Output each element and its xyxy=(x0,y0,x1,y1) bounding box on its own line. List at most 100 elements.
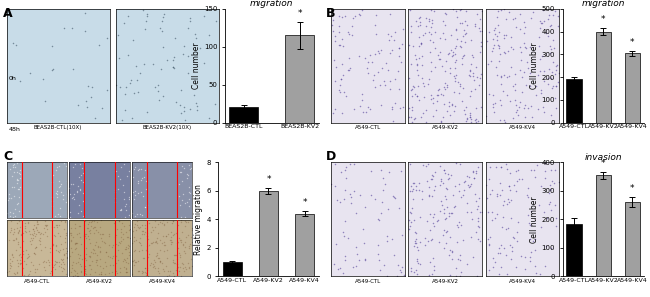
Point xyxy=(406,265,417,270)
Point xyxy=(382,234,393,238)
Point xyxy=(113,33,124,38)
Point xyxy=(343,31,354,36)
Point xyxy=(472,207,482,212)
Point xyxy=(424,184,435,189)
Point xyxy=(29,251,39,256)
Point xyxy=(118,223,129,228)
Point xyxy=(176,274,186,278)
Point xyxy=(416,42,426,46)
Point xyxy=(439,246,450,250)
Point xyxy=(120,270,131,275)
Point xyxy=(62,255,72,259)
Point xyxy=(6,174,17,178)
Point xyxy=(475,16,486,21)
Point xyxy=(494,271,504,276)
Point xyxy=(502,167,513,172)
Point xyxy=(432,99,443,104)
Point xyxy=(410,229,420,234)
Point xyxy=(468,55,478,60)
Point xyxy=(520,24,530,29)
Point xyxy=(89,225,99,230)
Point xyxy=(84,240,95,245)
Point xyxy=(461,31,471,35)
Point xyxy=(177,230,188,234)
Point xyxy=(135,225,145,230)
Point xyxy=(115,85,125,90)
Point xyxy=(411,188,421,192)
Point xyxy=(545,245,556,250)
Point xyxy=(513,113,523,117)
Point xyxy=(137,212,148,217)
Point xyxy=(84,262,95,267)
Point xyxy=(14,78,25,83)
Point xyxy=(131,228,142,233)
Point xyxy=(491,165,501,169)
Point xyxy=(7,259,18,264)
Point xyxy=(124,244,135,249)
Point xyxy=(430,46,440,51)
Point xyxy=(91,239,101,244)
Point xyxy=(53,249,63,254)
Point xyxy=(359,241,370,246)
Point xyxy=(551,68,562,72)
Point xyxy=(536,21,547,26)
Point xyxy=(130,247,140,252)
Point xyxy=(116,164,127,169)
Point xyxy=(448,7,458,11)
Point xyxy=(458,237,468,242)
Point xyxy=(28,226,38,231)
Point xyxy=(510,72,520,77)
Point xyxy=(461,105,471,110)
Point xyxy=(414,35,424,40)
Point xyxy=(450,160,461,165)
Point xyxy=(83,222,94,226)
Point xyxy=(446,173,456,178)
Point xyxy=(437,203,447,208)
Point xyxy=(187,240,197,244)
Point xyxy=(440,36,450,41)
Point xyxy=(176,170,187,175)
Point xyxy=(172,239,183,244)
Point xyxy=(159,240,169,244)
Point xyxy=(137,228,148,233)
Point xyxy=(185,242,195,247)
Point xyxy=(172,257,182,261)
Point xyxy=(109,221,120,225)
Point xyxy=(411,94,422,99)
Point xyxy=(179,215,190,219)
Point xyxy=(40,219,50,224)
Point xyxy=(80,10,90,15)
Point xyxy=(526,168,536,172)
Point xyxy=(159,249,169,254)
Point xyxy=(65,230,75,235)
Point xyxy=(148,62,158,67)
Point xyxy=(410,241,421,246)
Point xyxy=(434,86,444,91)
Point xyxy=(387,107,397,111)
Point xyxy=(551,105,561,110)
Point xyxy=(150,224,160,229)
Point xyxy=(356,12,366,17)
Point xyxy=(468,254,478,259)
Point xyxy=(55,182,66,187)
Point xyxy=(184,185,194,189)
Point xyxy=(12,170,22,175)
Point xyxy=(394,53,404,58)
Point xyxy=(445,235,455,240)
Point xyxy=(553,71,564,75)
Point xyxy=(498,214,508,219)
Point xyxy=(439,194,450,198)
Point xyxy=(465,73,476,78)
Point xyxy=(166,229,177,234)
Point xyxy=(62,192,72,197)
Point xyxy=(436,177,446,182)
Point xyxy=(40,244,51,249)
Point xyxy=(539,68,549,73)
Point xyxy=(394,86,404,91)
Point xyxy=(462,210,473,215)
Point xyxy=(454,181,464,186)
Point xyxy=(160,242,170,247)
Point xyxy=(89,218,99,223)
Point xyxy=(130,260,140,265)
Point xyxy=(447,248,458,253)
